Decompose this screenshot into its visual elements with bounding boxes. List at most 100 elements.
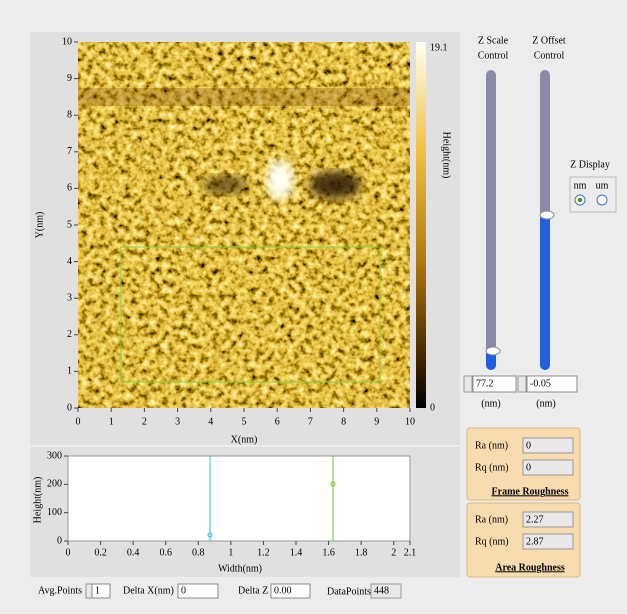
x-tick-label: 0.6 — [159, 547, 172, 558]
slider-label: Control — [534, 50, 565, 61]
y-tick-label: 9 — [67, 73, 72, 84]
unit-label: (nm) — [536, 398, 555, 409]
slider-fill — [540, 215, 550, 370]
x-tick-label: 6 — [275, 416, 280, 427]
scan-streak — [78, 88, 410, 106]
x-tick-label: 1.4 — [290, 547, 303, 558]
y-tick-label: 5 — [67, 219, 72, 230]
x-axis-label: Width(nm) — [218, 563, 262, 574]
x-tick-label: 1.6 — [322, 547, 335, 558]
z-display-label: Z Display — [570, 159, 610, 170]
avg-points-field[interactable] — [91, 583, 111, 599]
delta-z-field[interactable] — [270, 583, 311, 599]
rq-value: 0 — [526, 462, 531, 473]
cursor-marker — [330, 481, 336, 487]
colorbar — [416, 42, 426, 408]
x-tick-label: 8 — [341, 416, 346, 427]
colorbar-label: Height(nm) — [441, 132, 452, 179]
spin-button[interactable] — [85, 583, 93, 599]
y-tick-label: 4 — [67, 256, 72, 267]
ra-label: Ra (nm) — [475, 514, 508, 525]
ra-label: Ra (nm) — [475, 440, 508, 451]
ra-value: 2.27 — [526, 514, 544, 525]
slider-label: Z Offset — [532, 35, 566, 46]
x-tick-label: 4 — [208, 416, 213, 427]
y-tick-label: 200 — [47, 479, 62, 490]
x-tick-label: 0.8 — [192, 547, 205, 558]
ra-value: 0 — [526, 440, 531, 451]
slider-thumb[interactable] — [539, 210, 555, 220]
x-tick-label: 2 — [142, 416, 147, 427]
x-tick-label: 0 — [76, 416, 81, 427]
x-tick-label: 1.8 — [355, 547, 368, 558]
profile-plot-area — [67, 455, 411, 542]
z-offset-value: -0.05 — [530, 378, 551, 389]
panel-title: Area Roughness — [495, 562, 565, 573]
data-points-indicator — [370, 583, 402, 599]
z-scale-field[interactable] — [472, 375, 517, 393]
colorbar-max: 19.1 — [430, 42, 448, 53]
ra-indicator — [522, 437, 574, 454]
radio-dot — [577, 197, 583, 203]
x-tick-label: 5 — [242, 416, 247, 427]
y-tick-label: 10 — [62, 36, 72, 47]
radio-group — [569, 176, 617, 213]
rq-label: Rq (nm) — [475, 536, 509, 547]
x-tick-label: 1 — [228, 547, 233, 558]
radio-label: um — [596, 180, 609, 191]
spin-button[interactable] — [517, 375, 527, 393]
y-axis-label: Height(nm) — [32, 477, 43, 524]
cursor-marker — [207, 532, 213, 538]
y-tick-label: 7 — [67, 146, 72, 157]
slider-label: Control — [478, 50, 509, 61]
panel-title: Frame Roughness — [492, 486, 569, 497]
x-tick-label: 2.1 — [404, 547, 417, 558]
rq-indicator — [522, 459, 574, 476]
z-scale-value: 77.2 — [476, 378, 494, 389]
afm-image[interactable] — [78, 42, 410, 408]
delta-z-value: 0.00 — [274, 585, 292, 596]
control-label: Avg.Points — [38, 585, 82, 596]
slider-thumb[interactable] — [485, 346, 501, 356]
y-tick-label: 6 — [67, 183, 72, 194]
ra-indicator — [522, 511, 574, 528]
delta-x-field[interactable] — [177, 583, 219, 599]
data-points-value: 448 — [374, 585, 389, 596]
x-tick-label: 10 — [405, 416, 415, 427]
dark-feature — [309, 171, 361, 199]
x-axis-label: X(nm) — [231, 434, 258, 445]
y-axis-label: Y(nm) — [34, 212, 45, 239]
colorbar-min: 0 — [430, 402, 435, 413]
x-tick-label: 7 — [308, 416, 313, 427]
x-tick-label: 2 — [391, 547, 396, 558]
x-tick-label: 0.2 — [94, 547, 107, 558]
y-tick-label: 0 — [57, 535, 62, 546]
delta-x-value: 0 — [181, 585, 186, 596]
y-tick-label: 2 — [67, 329, 72, 340]
y-tick-label: 300 — [47, 450, 62, 461]
slider-label: Z Scale — [478, 35, 509, 46]
radio-button[interactable] — [596, 194, 608, 206]
x-tick-label: 9 — [374, 416, 379, 427]
spin-button[interactable] — [463, 375, 473, 393]
bright-feature — [266, 160, 294, 200]
x-tick-label: 0.4 — [127, 547, 140, 558]
y-tick-label: 1 — [67, 366, 72, 377]
rq-indicator — [522, 533, 574, 550]
control-label: Delta Z — [238, 585, 268, 596]
rq-label: Rq (nm) — [475, 462, 509, 473]
z-offset-field[interactable] — [526, 375, 578, 393]
avg-points-value: 1 — [95, 585, 100, 596]
control-label: Delta X(nm) — [123, 585, 174, 596]
x-tick-label: 1 — [109, 416, 114, 427]
selection-rect[interactable] — [120, 246, 381, 383]
control-label: DataPoints — [327, 586, 371, 597]
y-tick-label: 8 — [67, 109, 72, 120]
x-tick-label: 3 — [175, 416, 180, 427]
dark-feature — [203, 175, 247, 195]
unit-label: (nm) — [481, 398, 500, 409]
y-tick-label: 0 — [67, 402, 72, 413]
radio-label: nm — [574, 180, 587, 191]
rq-value: 2.87 — [526, 536, 544, 547]
